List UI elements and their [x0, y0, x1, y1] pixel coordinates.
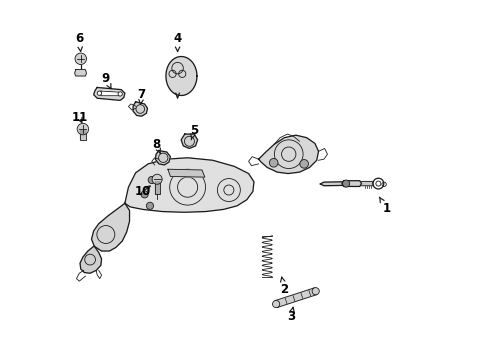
Circle shape [141, 191, 148, 198]
Text: 6: 6 [75, 32, 83, 51]
Polygon shape [133, 102, 147, 116]
Polygon shape [80, 246, 101, 273]
Text: 8: 8 [152, 138, 160, 153]
Polygon shape [362, 181, 373, 186]
Polygon shape [92, 203, 129, 251]
Circle shape [152, 174, 162, 184]
Circle shape [97, 91, 101, 95]
Circle shape [148, 176, 155, 184]
Polygon shape [101, 91, 120, 96]
Polygon shape [155, 150, 171, 165]
Text: 4: 4 [173, 32, 182, 51]
Text: 5: 5 [190, 124, 198, 140]
Circle shape [75, 53, 87, 64]
Polygon shape [320, 182, 343, 186]
Polygon shape [166, 57, 197, 95]
Circle shape [272, 301, 280, 308]
Text: 9: 9 [102, 72, 111, 89]
Polygon shape [342, 181, 362, 186]
Text: 11: 11 [71, 111, 87, 124]
Circle shape [118, 92, 122, 96]
Polygon shape [125, 158, 254, 212]
Polygon shape [181, 134, 197, 148]
Circle shape [270, 158, 278, 167]
Text: 2: 2 [280, 277, 289, 296]
Circle shape [147, 202, 153, 210]
Polygon shape [94, 87, 125, 100]
Text: 1: 1 [379, 197, 391, 215]
Text: 10: 10 [135, 185, 151, 198]
Circle shape [312, 288, 319, 295]
Polygon shape [275, 288, 317, 307]
Polygon shape [259, 135, 318, 174]
Polygon shape [74, 69, 87, 76]
Circle shape [343, 180, 350, 187]
Circle shape [376, 181, 381, 186]
Text: 7: 7 [138, 88, 146, 104]
Circle shape [300, 159, 309, 168]
Text: 3: 3 [287, 307, 295, 324]
Polygon shape [168, 169, 205, 177]
Circle shape [77, 123, 89, 135]
